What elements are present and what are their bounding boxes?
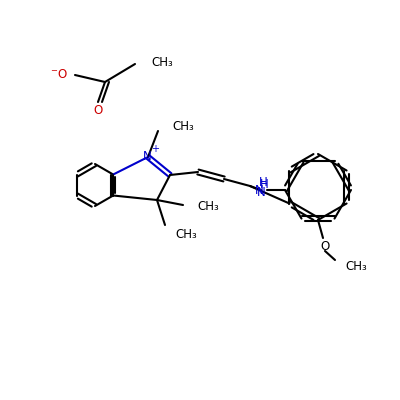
Text: CH₃: CH₃ [172, 120, 194, 134]
Text: N: N [257, 186, 266, 199]
Text: CH₃: CH₃ [151, 56, 173, 68]
Text: +: + [151, 144, 159, 154]
Text: H: H [260, 178, 269, 191]
Text: $^{-}$O: $^{-}$O [50, 68, 68, 82]
Text: CH₃: CH₃ [197, 200, 219, 212]
Text: N: N [143, 150, 151, 162]
Text: CH₃: CH₃ [345, 260, 367, 272]
Text: O: O [320, 240, 330, 252]
Text: H: H [259, 176, 267, 188]
Text: CH₃: CH₃ [175, 228, 197, 242]
Text: O: O [93, 104, 103, 116]
Text: N: N [255, 184, 263, 196]
